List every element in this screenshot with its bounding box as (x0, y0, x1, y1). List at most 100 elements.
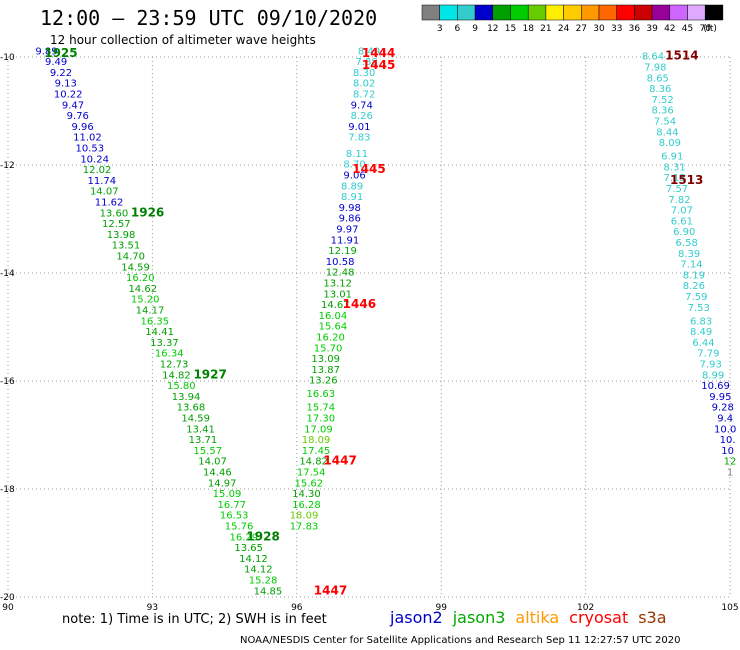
swh-value: 8.64 (642, 52, 664, 63)
x-tick-label: 102 (577, 603, 594, 613)
chart-subtitle: 12 hour collection of altimeter wave hei… (50, 33, 316, 47)
color-scale-swatch (581, 4, 600, 21)
color-scale-label: 15 (505, 24, 516, 34)
color-scale-label: 6 (455, 24, 461, 34)
swh-value: 13.09 (311, 354, 340, 365)
swh-value: 14.62 (128, 284, 157, 295)
swh-value: 16.35 (140, 316, 169, 327)
x-tick-label: 99 (435, 603, 447, 613)
swh-value: 18.09 (302, 435, 331, 446)
pass-number-label: 1444 (362, 46, 395, 60)
y-tick-label: -18 (0, 485, 15, 495)
swh-value: 10.53 (76, 144, 105, 155)
swh-value: 15.20 (131, 295, 160, 306)
swh-value: 13.68 (177, 403, 206, 414)
color-scale-swatch (598, 4, 617, 21)
swh-value: 9.96 (71, 122, 93, 133)
swh-value: 14.07 (90, 187, 119, 198)
swh-value: 7.13 (664, 173, 686, 184)
swh-value: 8.26 (351, 111, 373, 122)
swh-value: 13.41 (186, 424, 215, 435)
swh-value: 14.12 (244, 565, 273, 576)
pass-number-label: 1513 (670, 173, 703, 187)
swh-value: 12.48 (326, 268, 355, 279)
swh-value: 8.65 (647, 73, 669, 84)
swh-value: 7.14 (680, 260, 702, 271)
color-scale-label: 24 (558, 24, 570, 34)
swh-value: 6.61 (671, 216, 693, 227)
color-scale-label: 45 (682, 24, 693, 34)
swh-value: 14.82 (299, 457, 328, 468)
swh-value: 9.28 (712, 403, 734, 414)
satellite-legend-item: cryosat (569, 608, 629, 627)
swh-value: 13.94 (172, 392, 201, 403)
color-scale-swatch (563, 4, 582, 21)
color-scale-swatch (616, 4, 635, 21)
swh-value: 16.28 (292, 500, 321, 511)
swh-value: 14.59 (121, 262, 150, 273)
swh-value: 7.98 (644, 63, 666, 74)
color-scale-swatch (527, 4, 547, 21)
color-scale-swatch (687, 4, 706, 21)
swh-value: 9.06 (343, 171, 365, 182)
swh-value: 15.70 (314, 343, 343, 354)
swh-value: 7.88 (355, 57, 377, 68)
pass-number-label: 1514 (665, 49, 698, 63)
swh-value: 10. (720, 435, 736, 446)
swh-value: 14.46 (203, 468, 232, 479)
swh-value: 8.44 (656, 127, 678, 138)
color-scale-label: 42 (664, 24, 675, 34)
swh-value: 8.09 (659, 138, 681, 149)
swh-value: 9.97 (336, 225, 358, 236)
swh-value: 8.39 (678, 249, 700, 260)
color-scale-label: 27 (576, 24, 587, 34)
swh-value: 8.11 (346, 149, 368, 160)
pass-number-label: 1925 (44, 46, 77, 60)
swh-value: 7.83 (348, 133, 370, 144)
color-scale-label: 3 (437, 24, 443, 34)
y-tick-label: -14 (0, 269, 15, 279)
swh-value: 7.57 (666, 184, 688, 195)
y-tick-label: -16 (0, 377, 15, 387)
swh-value: 10.69 (701, 381, 730, 392)
pass-number-label: 1928 (246, 529, 279, 543)
color-scale-label: 39 (646, 24, 658, 34)
color-scale-swatch (651, 4, 671, 21)
swh-value: 16.77 (217, 500, 246, 511)
swh-value: 13.51 (112, 241, 141, 252)
satellite-legend-item: jason3 (452, 608, 506, 627)
swh-value: 13.37 (150, 338, 179, 349)
color-scale-swatch (457, 4, 476, 21)
swh-value: 14.67 (321, 300, 350, 311)
swh-value: 13.71 (189, 435, 218, 446)
y-tick-label: -12 (0, 161, 15, 171)
swh-value: 15.09 (213, 489, 242, 500)
swh-value: 16.20 (316, 333, 345, 344)
swh-value: 7.79 (697, 349, 719, 360)
color-scale-label: 9 (472, 24, 478, 34)
swh-value: 9.76 (67, 111, 89, 122)
swh-value: 8.89 (341, 181, 363, 192)
pass-number-label: 1446 (343, 297, 376, 311)
swh-value: 14.17 (136, 306, 165, 317)
swh-value: 7.93 (700, 360, 722, 371)
color-scale-swatch (492, 4, 511, 21)
swh-value: 17.30 (307, 414, 336, 425)
swh-value: 16.53 (220, 511, 249, 522)
chart-title: 12:00 – 23:59 UTC 09/10/2020 (40, 6, 378, 30)
swh-value: 10.58 (326, 257, 355, 268)
swh-value: 14.70 (116, 252, 145, 263)
pass-number-label: 1445 (352, 162, 385, 176)
swh-value: 8.19 (683, 270, 705, 281)
swh-value: 17.45 (302, 446, 331, 457)
swh-value: 8.49 (690, 327, 712, 338)
pass-number-label: 1447 (323, 454, 356, 468)
swh-value: 11.62 (95, 198, 124, 209)
swh-value: 17.54 (297, 468, 326, 479)
swh-value: 9.13 (55, 79, 77, 90)
swh-value: 14.97 (208, 478, 237, 489)
swh-value: 11.91 (331, 235, 360, 246)
swh-value: 9.89 (35, 46, 57, 57)
swh-value: 7.82 (668, 195, 690, 206)
